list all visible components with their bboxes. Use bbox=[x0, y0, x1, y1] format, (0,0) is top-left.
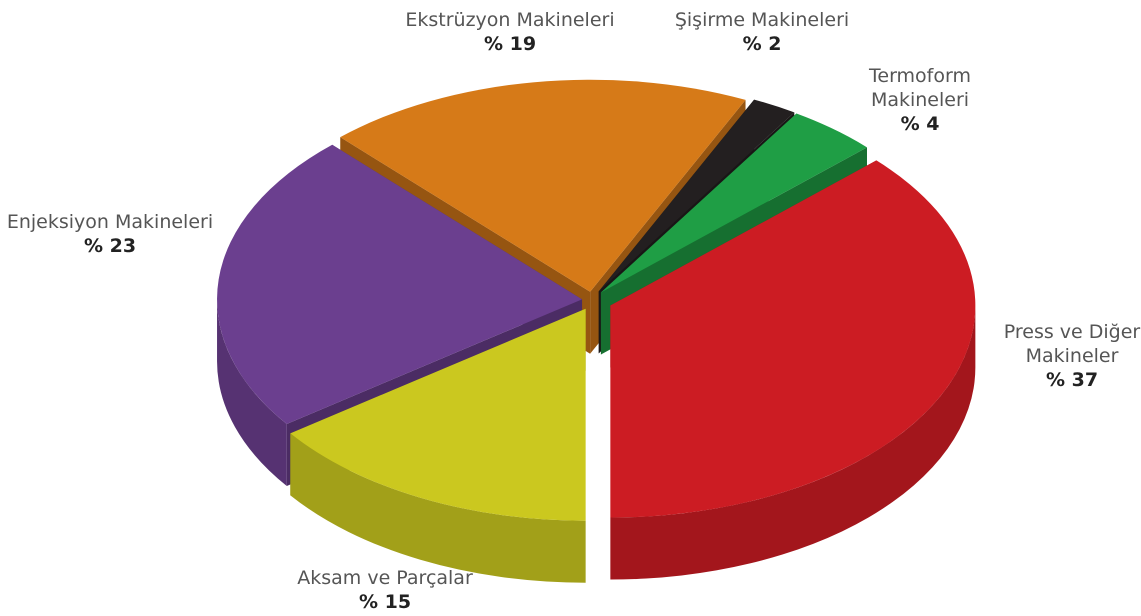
slice bbox=[600, 113, 867, 293]
category-label: Press ve Diğer Makineler bbox=[1003, 321, 1141, 367]
category-label: Enjeksiyon Makineleri bbox=[6, 211, 214, 233]
value-label: % 4 bbox=[900, 113, 940, 135]
value-label: % 23 bbox=[83, 235, 137, 257]
slice bbox=[340, 79, 746, 292]
value-label: % 19 bbox=[483, 33, 537, 55]
value-label: % 37 bbox=[1045, 369, 1099, 391]
slice-wall bbox=[290, 433, 586, 583]
slice-label: Ekstrüzyon Makineleri% 19 bbox=[380, 8, 640, 56]
slice bbox=[610, 160, 976, 518]
category-label: Şişirme Makineleri bbox=[674, 9, 850, 31]
slice-wall bbox=[610, 305, 976, 580]
category-label: Termoform Makineleri bbox=[869, 65, 971, 111]
slice bbox=[290, 308, 586, 521]
category-label: Aksam ve Parçalar bbox=[297, 567, 473, 589]
slice-label: Enjeksiyon Makineleri% 23 bbox=[0, 210, 230, 258]
category-label: Ekstrüzyon Makineleri bbox=[405, 9, 615, 31]
value-label: % 15 bbox=[358, 591, 412, 613]
slice-label: Şişirme Makineleri% 2 bbox=[662, 8, 862, 56]
slice bbox=[217, 144, 583, 424]
slice-label: Aksam ve Parçalar% 15 bbox=[255, 566, 515, 614]
slice bbox=[598, 99, 795, 292]
value-label: % 2 bbox=[742, 33, 782, 55]
slice-label: Termoform Makineleri% 4 bbox=[860, 64, 980, 136]
slice-wall bbox=[217, 299, 287, 486]
slice-label: Press ve Diğer Makineler% 37 bbox=[997, 320, 1141, 392]
